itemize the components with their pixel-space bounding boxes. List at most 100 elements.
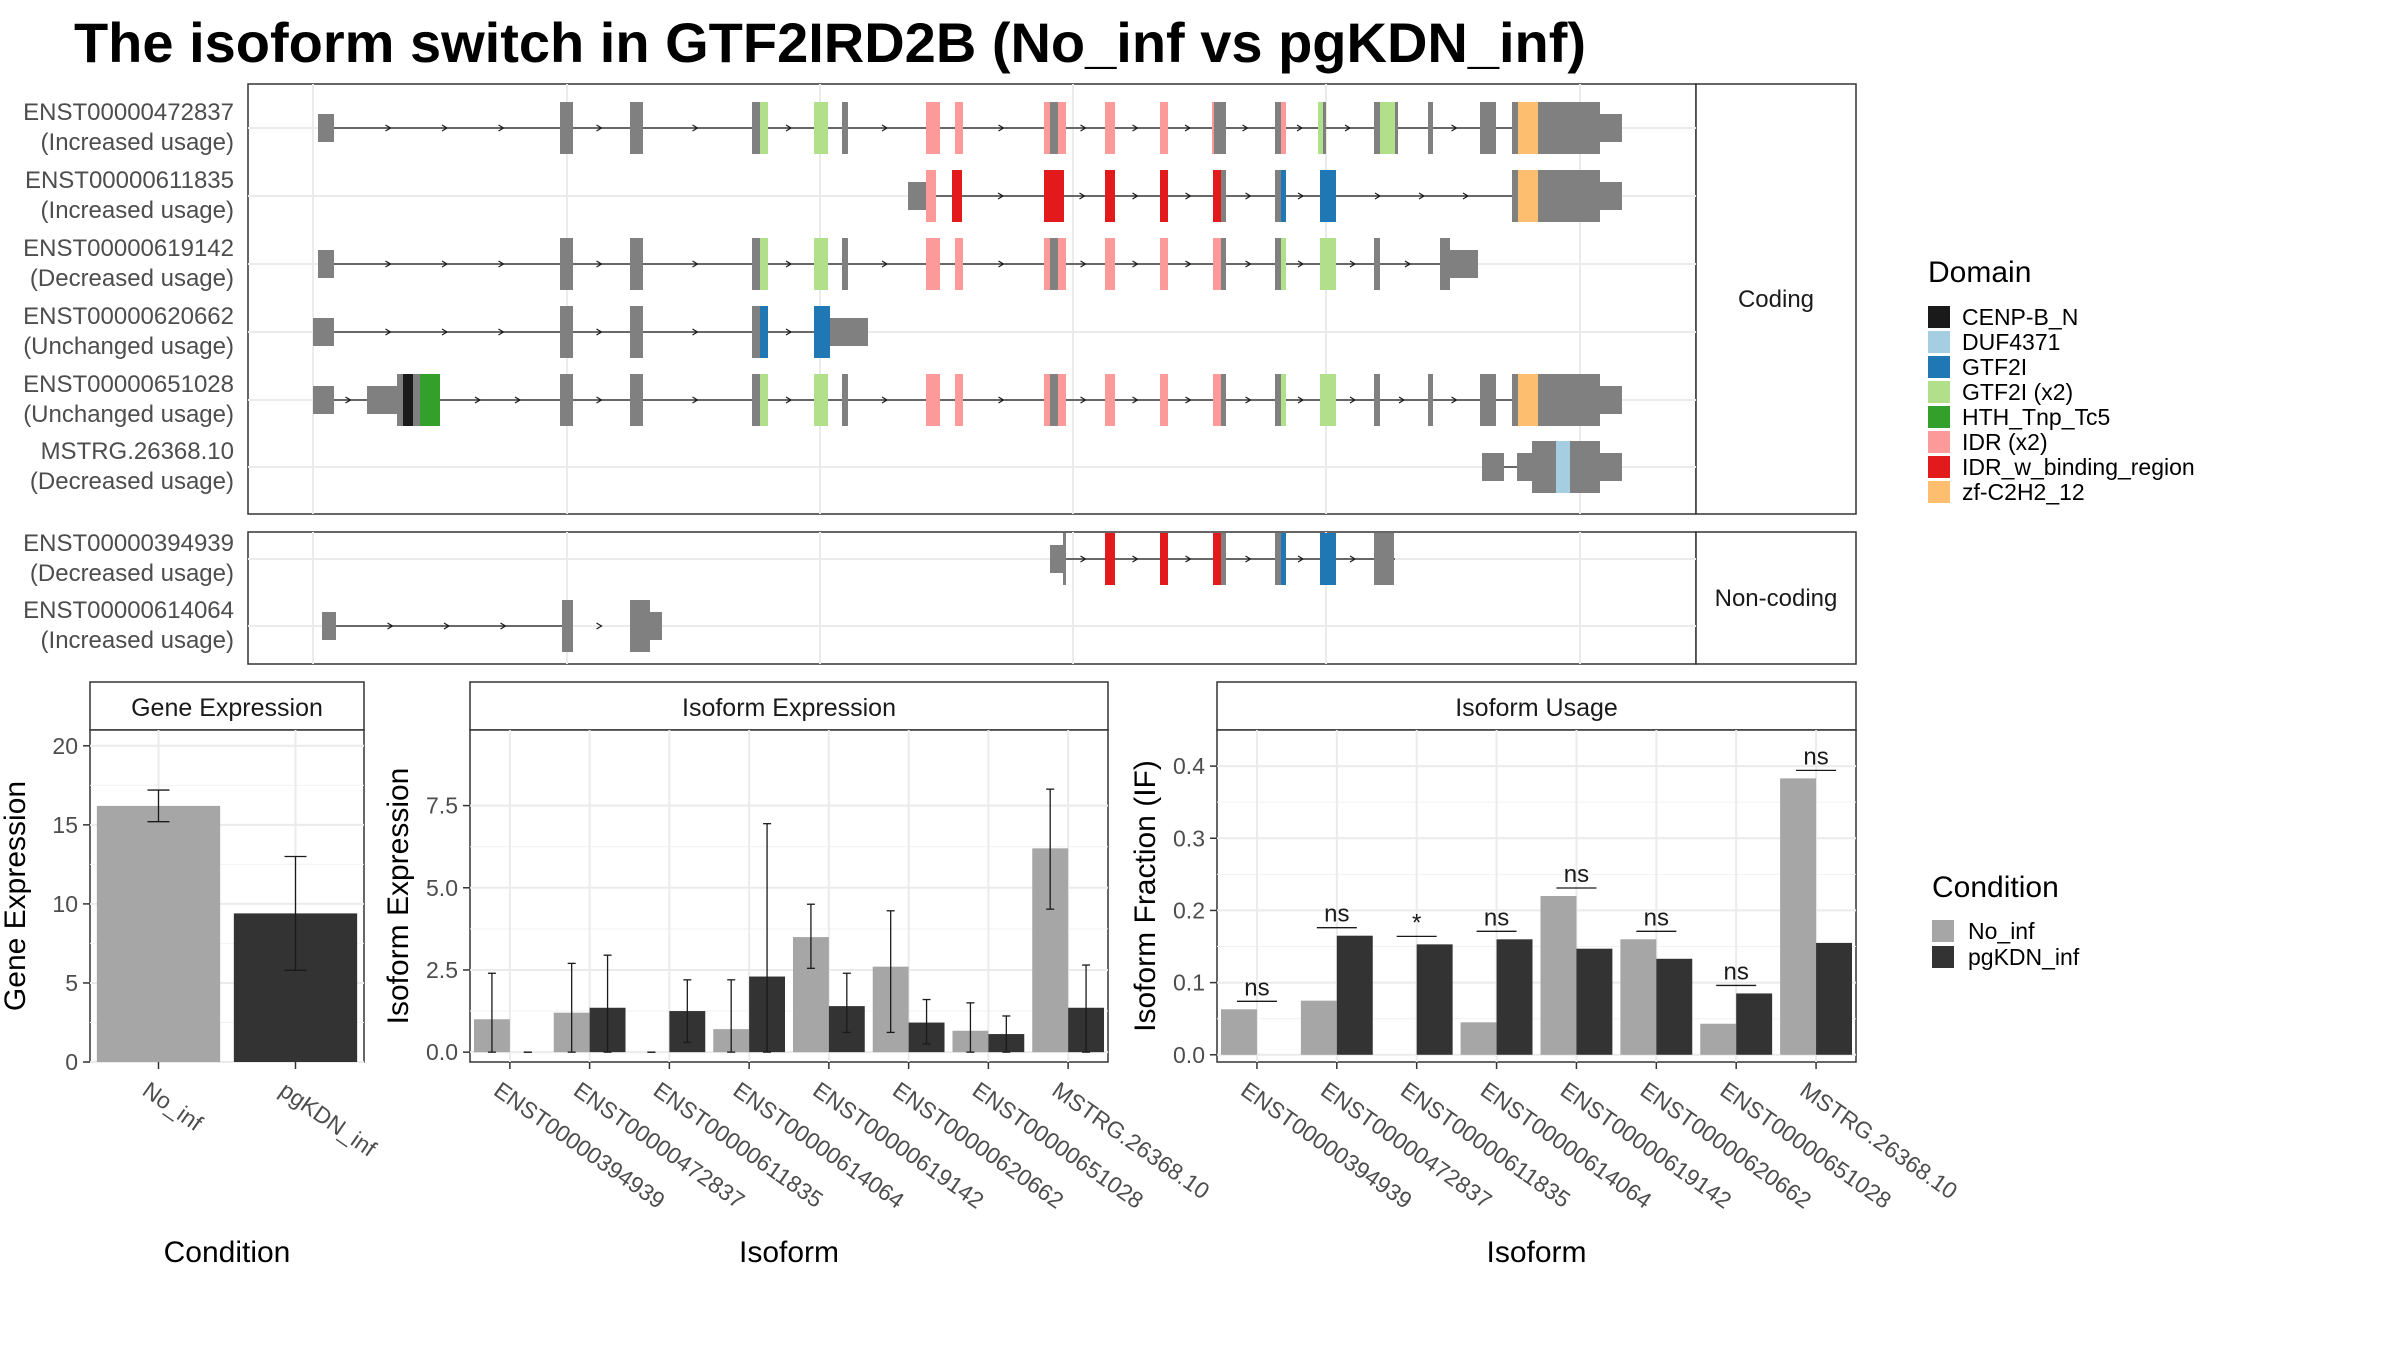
intron-arrow: [1080, 260, 1087, 268]
significance-label: ns: [1564, 861, 1589, 888]
exon: [842, 374, 848, 426]
condition-legend-key: [1932, 920, 1954, 942]
transcript-usage-label: (Decreased usage): [30, 560, 234, 587]
domain-exon: [1105, 102, 1115, 154]
intron-arrow: [1451, 396, 1458, 404]
exon: [630, 374, 643, 426]
domain-exon: [1281, 374, 1286, 426]
intron-arrow: [1079, 192, 1086, 200]
exon: [1050, 238, 1058, 290]
transcript-id-label: ENST00000472837: [23, 99, 234, 126]
chart-title: Isoform Usage: [1455, 694, 1618, 722]
chart-strip: [1216, 681, 1857, 731]
exon: [1538, 102, 1600, 154]
exon: [1428, 102, 1433, 154]
exon: [1063, 533, 1066, 585]
exon: [752, 102, 760, 154]
significance-label: ns: [1644, 904, 1669, 931]
domain-exon: [1556, 441, 1570, 493]
exon: [560, 374, 573, 426]
domain-legend-label: DUF4371: [1962, 329, 2060, 355]
y-tick-label: 20: [52, 733, 78, 759]
bar: [1460, 1022, 1497, 1055]
exon: [1374, 238, 1380, 290]
domain-exon: [1213, 170, 1221, 222]
intron-arrow: [1245, 555, 1252, 563]
bar: [1816, 942, 1853, 1055]
exon: [1275, 170, 1281, 222]
exon: [1214, 102, 1226, 154]
intron-arrow: [998, 396, 1005, 404]
x-tick-label: No_inf: [138, 1077, 208, 1137]
bar: [1620, 939, 1657, 1055]
domain-legend-title: Domain: [1928, 256, 2031, 289]
significance-label: ns: [1484, 904, 1509, 931]
domain-exon: [926, 238, 940, 290]
exon: [1480, 374, 1496, 426]
y-tick-label: 15: [52, 812, 78, 838]
intron-arrow: [1349, 555, 1357, 563]
structure-panel: [247, 83, 1697, 515]
exon: [1050, 545, 1063, 573]
chart-title: Gene Expression: [131, 694, 323, 722]
facet-strip-label: Coding: [1738, 286, 1814, 313]
domain-exon: [1281, 170, 1286, 222]
intron-arrow: [474, 396, 482, 404]
condition-legend-key: [1932, 946, 1954, 968]
exon: [322, 612, 336, 640]
exon: [1512, 170, 1518, 222]
domain-exon: [952, 170, 962, 222]
intron-arrow: [1245, 260, 1252, 268]
exon: [842, 102, 848, 154]
domain-exon: [403, 374, 413, 426]
transcript-usage-label: (Increased usage): [41, 627, 234, 654]
domain-legend-label: HTH_Tnp_Tc5: [1962, 404, 2110, 430]
y-tick-label: 5: [65, 970, 78, 996]
transcript-usage-label: (Unchanged usage): [23, 401, 234, 428]
intron-arrow: [998, 260, 1005, 268]
domain-exon: [926, 374, 940, 426]
exon: [1221, 170, 1226, 222]
intron-arrow: [881, 260, 889, 268]
domain-exon: [1281, 533, 1286, 585]
exon: [313, 318, 334, 346]
exon: [1275, 102, 1281, 154]
exon: [1221, 533, 1226, 585]
intron-arrow: [1374, 192, 1382, 200]
x-axis-title: Isoform: [739, 1236, 839, 1269]
domain-legend-label: CENP-B_N: [1962, 304, 2078, 330]
domain-exon: [1518, 170, 1538, 222]
exon: [752, 238, 760, 290]
chart-plot-area: [469, 729, 1109, 1063]
intron-arrow: [596, 622, 603, 630]
y-tick-label: 0.1: [1173, 970, 1205, 996]
exon: [1428, 374, 1433, 426]
intron-arrow: [692, 260, 699, 268]
domain-exon: [1518, 102, 1538, 154]
y-tick-label: 10: [52, 891, 78, 917]
domain-exon: [1320, 238, 1336, 290]
intron-arrow: [1080, 555, 1087, 563]
exon: [830, 318, 868, 346]
exon: [1050, 374, 1058, 426]
intron-arrow: [1132, 555, 1139, 563]
intron-arrow: [1185, 555, 1192, 563]
intron-arrow: [385, 328, 392, 336]
intron-arrow: [692, 396, 699, 404]
domain-exon: [1044, 374, 1050, 426]
exon: [630, 600, 650, 652]
exon: [318, 250, 334, 278]
condition-legend-label: pgKDN_inf: [1968, 944, 2080, 970]
intron-arrow: [881, 124, 889, 132]
domain-exon: [1105, 170, 1115, 222]
intron-arrow: [1185, 396, 1192, 404]
intron-arrow: [998, 124, 1005, 132]
intron-arrow: [596, 328, 603, 336]
intron-arrow: [1462, 192, 1470, 200]
transcript-usage-label: (Increased usage): [41, 197, 234, 224]
exon: [1600, 114, 1622, 142]
intron-arrow: [498, 124, 505, 132]
domain-exon: [1160, 102, 1168, 154]
intron-arrow: [785, 396, 793, 404]
domain-exon: [1105, 238, 1115, 290]
